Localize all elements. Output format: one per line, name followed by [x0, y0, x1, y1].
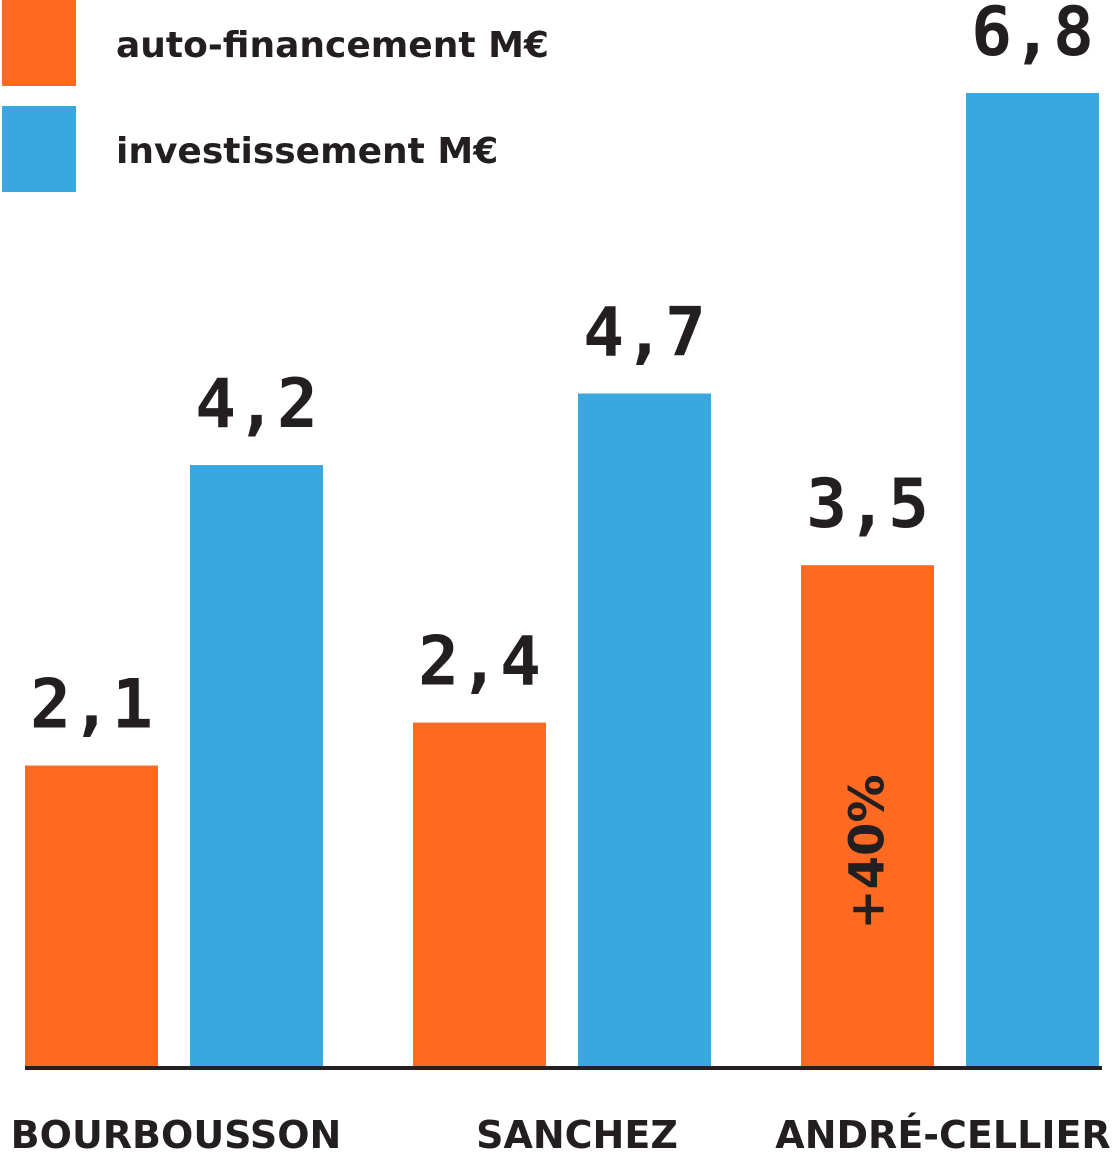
category-label: BOURBOUSSON	[11, 1113, 342, 1157]
category-labels: BOURBOUSSON SANCHEZ ANDRÉ-CELLIER	[11, 1113, 1111, 1157]
annotations: +40%	[840, 774, 896, 929]
data-label: 4,7	[583, 293, 706, 372]
data-label: 2,1	[30, 666, 153, 745]
legend: auto-financement M€ investissement M€	[2, 0, 549, 192]
data-label: 4,2	[195, 365, 318, 444]
data-label: 2,4	[418, 623, 541, 702]
data-label: 6,8	[971, 0, 1094, 72]
bars	[25, 93, 1099, 1066]
bar	[413, 722, 546, 1066]
bar	[801, 565, 934, 1066]
value-labels: 2,1 4,2 2,4 4,7 3,5 6,8	[30, 0, 1094, 745]
category-label: SANCHEZ	[476, 1113, 678, 1157]
legend-swatch	[2, 0, 76, 86]
legend-label: investissement M€	[116, 131, 498, 172]
legend-label: auto-financement M€	[116, 25, 549, 66]
annotation-label: +40%	[840, 774, 896, 929]
bar	[25, 765, 158, 1066]
bar	[190, 465, 323, 1066]
legend-swatch	[2, 106, 76, 192]
category-label: ANDRÉ-CELLIER	[775, 1113, 1110, 1157]
bar	[966, 93, 1099, 1066]
data-label: 3,5	[806, 465, 929, 544]
bar	[578, 393, 711, 1066]
